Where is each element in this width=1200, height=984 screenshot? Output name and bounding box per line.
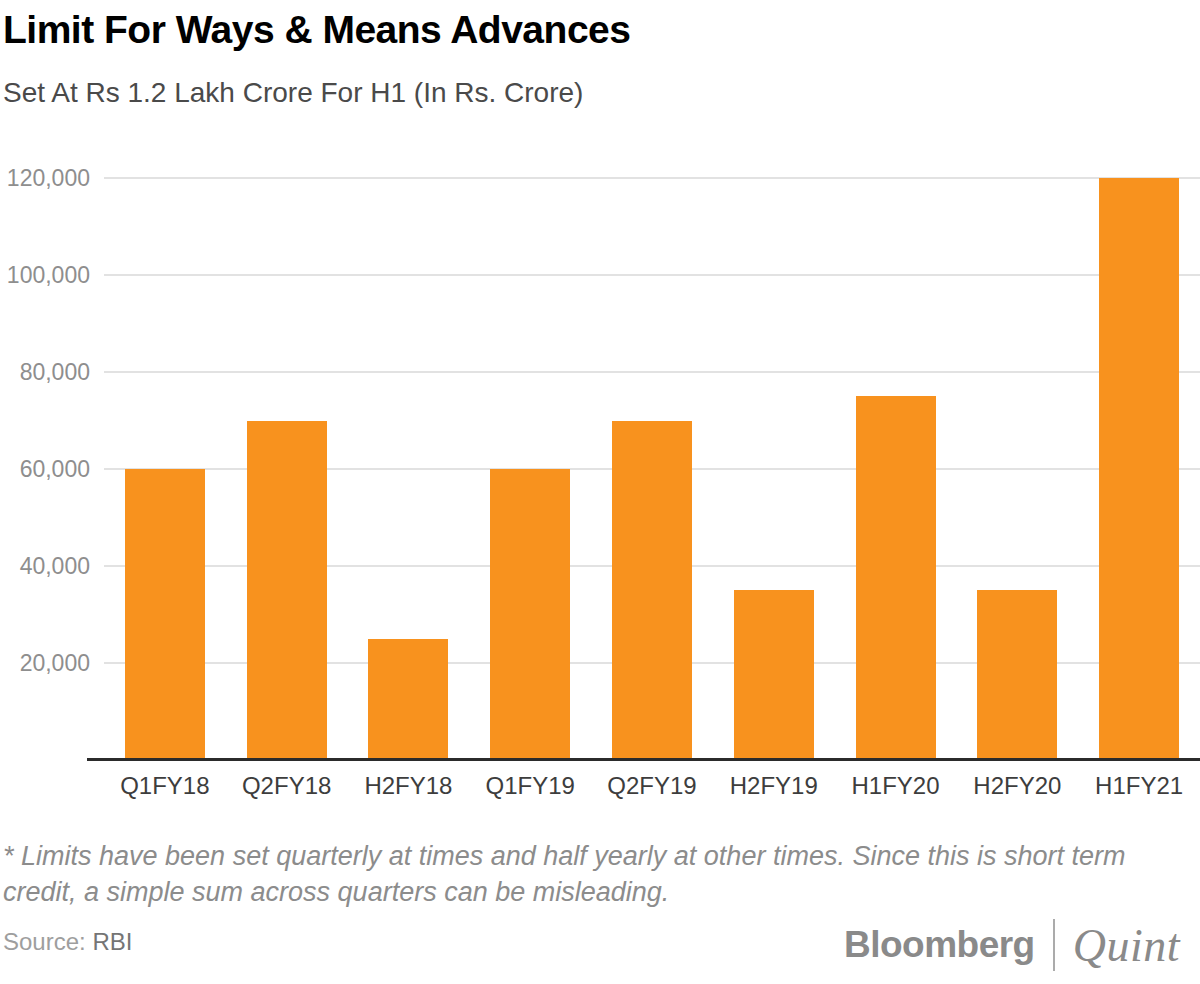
bar-chart: 20,000 40,000 60,000 80,000 100,000 120,000 Q… [0, 0, 1200, 830]
bar-Q2FY19 [612, 421, 692, 761]
source-label: Source: [3, 928, 86, 955]
bar-H1FY20 [856, 396, 936, 760]
y-axis-tick-label: 40,000 [0, 554, 90, 578]
x-axis-tick-label: H1FY21 [1078, 772, 1200, 800]
bar-H2FY18 [368, 639, 448, 760]
x-axis-tick-label: Q1FY19 [469, 772, 591, 800]
x-axis-tick-label: H1FY20 [835, 772, 957, 800]
chart-footnote: * Limits have been set quarterly at time… [3, 838, 1153, 910]
y-axis-tick-label: 80,000 [0, 360, 90, 384]
bar-Q2FY18 [247, 421, 327, 761]
y-axis-tick-label: 100,000 [0, 263, 90, 287]
gridline [104, 371, 1200, 373]
bar-Q1FY19 [490, 469, 570, 760]
x-axis-tick-label: H2FY18 [348, 772, 470, 800]
gridline [104, 274, 1200, 276]
gridline [104, 177, 1200, 179]
source-row: Source: RBI Bloomberg Quint [0, 905, 1200, 984]
publisher-logo: Bloomberg Quint [844, 911, 1184, 979]
x-axis-tick-label: H2FY19 [713, 772, 835, 800]
source-attribution: Source: RBI [3, 928, 132, 956]
quint-wordmark: Quint [1073, 919, 1184, 972]
source-value: RBI [92, 928, 132, 955]
x-axis-tick-label: H2FY20 [956, 772, 1078, 800]
logo-divider [1053, 919, 1055, 971]
x-axis-tick-label: Q2FY18 [226, 772, 348, 800]
bar-H2FY19 [734, 590, 814, 760]
bar-H1FY21 [1099, 178, 1179, 760]
bar-H2FY20 [977, 590, 1057, 760]
chart-page: Limit For Ways & Means Advances Set At R… [0, 0, 1200, 984]
bloomberg-wordmark: Bloomberg [844, 924, 1035, 966]
x-axis-tick-label: Q2FY19 [591, 772, 713, 800]
bar-Q1FY18 [125, 469, 205, 760]
y-axis-tick-label: 20,000 [0, 651, 90, 675]
y-axis-tick-label: 60,000 [0, 457, 90, 481]
y-axis-tick-label: 120,000 [0, 166, 90, 190]
x-axis-line [87, 758, 1200, 761]
x-axis-tick-label: Q1FY18 [104, 772, 226, 800]
